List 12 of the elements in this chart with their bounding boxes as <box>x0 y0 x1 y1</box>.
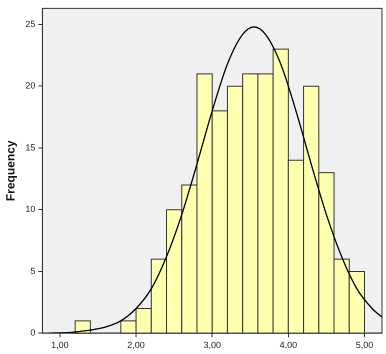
y-tick-label: 5 <box>30 266 36 276</box>
x-tick-label: 1,00 <box>51 340 69 350</box>
y-axis-title: Frequency <box>4 140 18 202</box>
y-tick-label: 10 <box>25 204 36 214</box>
y-tick-label: 25 <box>25 18 36 29</box>
x-tick-label: 4,00 <box>280 340 298 350</box>
x-tick-label: 2,00 <box>127 340 145 350</box>
y-tick-label: 0 <box>30 328 36 338</box>
y-tick-label: 15 <box>25 142 36 152</box>
x-tick-label: 5,00 <box>356 340 374 350</box>
y-tick-label: 20 <box>25 80 36 91</box>
x-tick-label: 3,00 <box>203 340 221 350</box>
